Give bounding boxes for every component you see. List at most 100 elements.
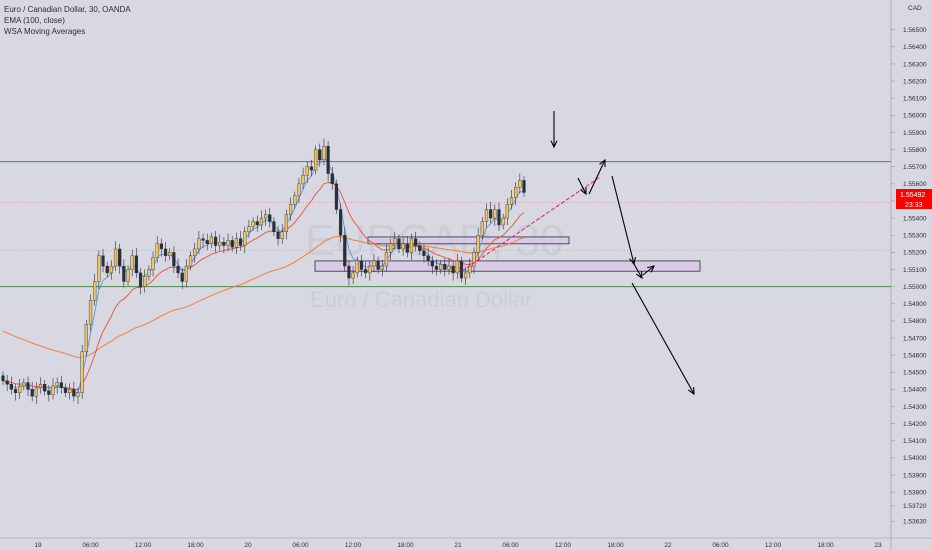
arrow-head bbox=[599, 158, 606, 168]
candle-body bbox=[476, 235, 480, 253]
price-tick-label: 1.56200 bbox=[903, 78, 927, 85]
time-tick-label: 20 bbox=[244, 542, 252, 549]
candle-body bbox=[151, 257, 155, 270]
candle-body bbox=[509, 197, 514, 205]
arrow-head bbox=[550, 140, 558, 149]
candle-body bbox=[255, 221, 259, 226]
candle-layer bbox=[1, 138, 526, 404]
candle-body bbox=[163, 248, 168, 256]
candle-body bbox=[155, 243, 159, 258]
candle-body bbox=[13, 389, 18, 394]
price-tick-label: 1.53800 bbox=[903, 489, 927, 496]
arrow-line bbox=[631, 282, 695, 395]
candle-body bbox=[434, 265, 439, 270]
candle-body bbox=[43, 384, 47, 392]
candle-body bbox=[268, 214, 272, 222]
zone-layer bbox=[314, 236, 701, 272]
time-tick-label: 06:00 bbox=[82, 542, 99, 549]
time-tick-label: 12:00 bbox=[345, 542, 362, 549]
candle-body bbox=[205, 240, 209, 245]
price-tick-label: 1.53900 bbox=[903, 472, 927, 479]
candle-body bbox=[209, 236, 213, 245]
candle-body bbox=[63, 387, 68, 394]
axis-layer: 1.56500 1.56400 1.56300 1.56200 1.56100 1.560… bbox=[34, 27, 926, 549]
candle-body bbox=[72, 389, 76, 397]
candle-body bbox=[22, 382, 26, 387]
legend-ema[interactable]: EMA (100, close) bbox=[4, 16, 65, 25]
time-tick-label: 23 bbox=[874, 542, 882, 549]
candle-body bbox=[368, 265, 372, 274]
candle-body bbox=[88, 300, 93, 325]
time-tick-label: 06:00 bbox=[502, 542, 519, 549]
candle-body bbox=[326, 145, 330, 174]
moving-average-layer bbox=[2, 155, 525, 393]
arrow-line bbox=[642, 265, 655, 276]
candle-body bbox=[309, 166, 314, 171]
candle-body bbox=[188, 255, 193, 267]
candle-body bbox=[501, 217, 505, 226]
candle-body bbox=[330, 173, 334, 185]
price-tick-label: 1.54400 bbox=[903, 387, 927, 394]
candle-body bbox=[430, 260, 434, 267]
candle-body bbox=[197, 238, 201, 250]
candle-body bbox=[455, 260, 459, 274]
candle-body bbox=[184, 265, 188, 282]
candle-body bbox=[130, 255, 134, 270]
candle-body bbox=[301, 175, 305, 185]
legend-wsa[interactable]: WSA Moving Averages bbox=[4, 27, 86, 36]
price-tick-label: 1.54000 bbox=[903, 455, 927, 462]
candle-body bbox=[84, 324, 88, 352]
candle-body bbox=[113, 248, 118, 267]
time-tick-label: 06:00 bbox=[292, 542, 309, 549]
candle-body bbox=[93, 281, 97, 301]
countdown-value: 23:33 bbox=[905, 202, 923, 209]
time-tick-label: 12:00 bbox=[765, 542, 782, 549]
candle-body bbox=[522, 180, 526, 193]
candle-body bbox=[505, 204, 509, 219]
candle-body bbox=[193, 248, 197, 256]
candle-body bbox=[9, 384, 13, 390]
candle-body bbox=[318, 149, 322, 161]
trendline bbox=[461, 176, 601, 272]
candle-body bbox=[376, 260, 380, 270]
price-tick-label: 1.54200 bbox=[903, 421, 927, 428]
candle-body bbox=[314, 149, 318, 171]
candle-body bbox=[101, 255, 105, 267]
candle-body bbox=[126, 269, 130, 282]
current-price-value: 1.55492 bbox=[900, 192, 925, 199]
price-tick-label: 1.54700 bbox=[903, 335, 927, 342]
candle-body bbox=[343, 235, 347, 267]
candle-body bbox=[38, 384, 43, 388]
legend-symbol[interactable]: Euro / Canadian Dollar, 30, OANDA bbox=[4, 5, 131, 14]
currency-label: CAD bbox=[908, 5, 922, 12]
candle-body bbox=[230, 240, 234, 248]
arrow-line bbox=[588, 159, 606, 195]
time-tick-label: 12:00 bbox=[555, 542, 572, 549]
chart-legend: Euro / Canadian Dollar, 30, OANDA EMA (1… bbox=[4, 4, 131, 37]
candle-body bbox=[489, 209, 493, 219]
candle-body bbox=[347, 265, 351, 279]
candle-body bbox=[138, 272, 143, 287]
time-tick-label: 22 bbox=[664, 542, 672, 549]
candle-body bbox=[243, 231, 247, 246]
candle-body bbox=[305, 166, 309, 176]
price-tick-label: 1.54300 bbox=[903, 404, 927, 411]
candle-body bbox=[80, 351, 84, 394]
candle-body bbox=[105, 265, 109, 274]
price-tick-label: 1.55700 bbox=[903, 164, 927, 171]
price-tick-label: 1.55900 bbox=[903, 130, 927, 137]
current-price-tag bbox=[896, 189, 932, 199]
price-tick-label: 1.55600 bbox=[903, 181, 927, 188]
candle-body bbox=[497, 209, 501, 226]
arrow-line bbox=[633, 263, 643, 279]
arrow-head bbox=[580, 186, 587, 196]
candle-body bbox=[109, 265, 113, 274]
arrow-head bbox=[647, 265, 655, 273]
candle-body bbox=[384, 252, 389, 267]
candle-body bbox=[59, 382, 63, 388]
price-tick-label: 1.55400 bbox=[903, 215, 927, 222]
price-tick-label: 1.54500 bbox=[903, 370, 927, 377]
candle-body bbox=[176, 265, 180, 274]
time-tick-label: 12:00 bbox=[135, 542, 152, 549]
